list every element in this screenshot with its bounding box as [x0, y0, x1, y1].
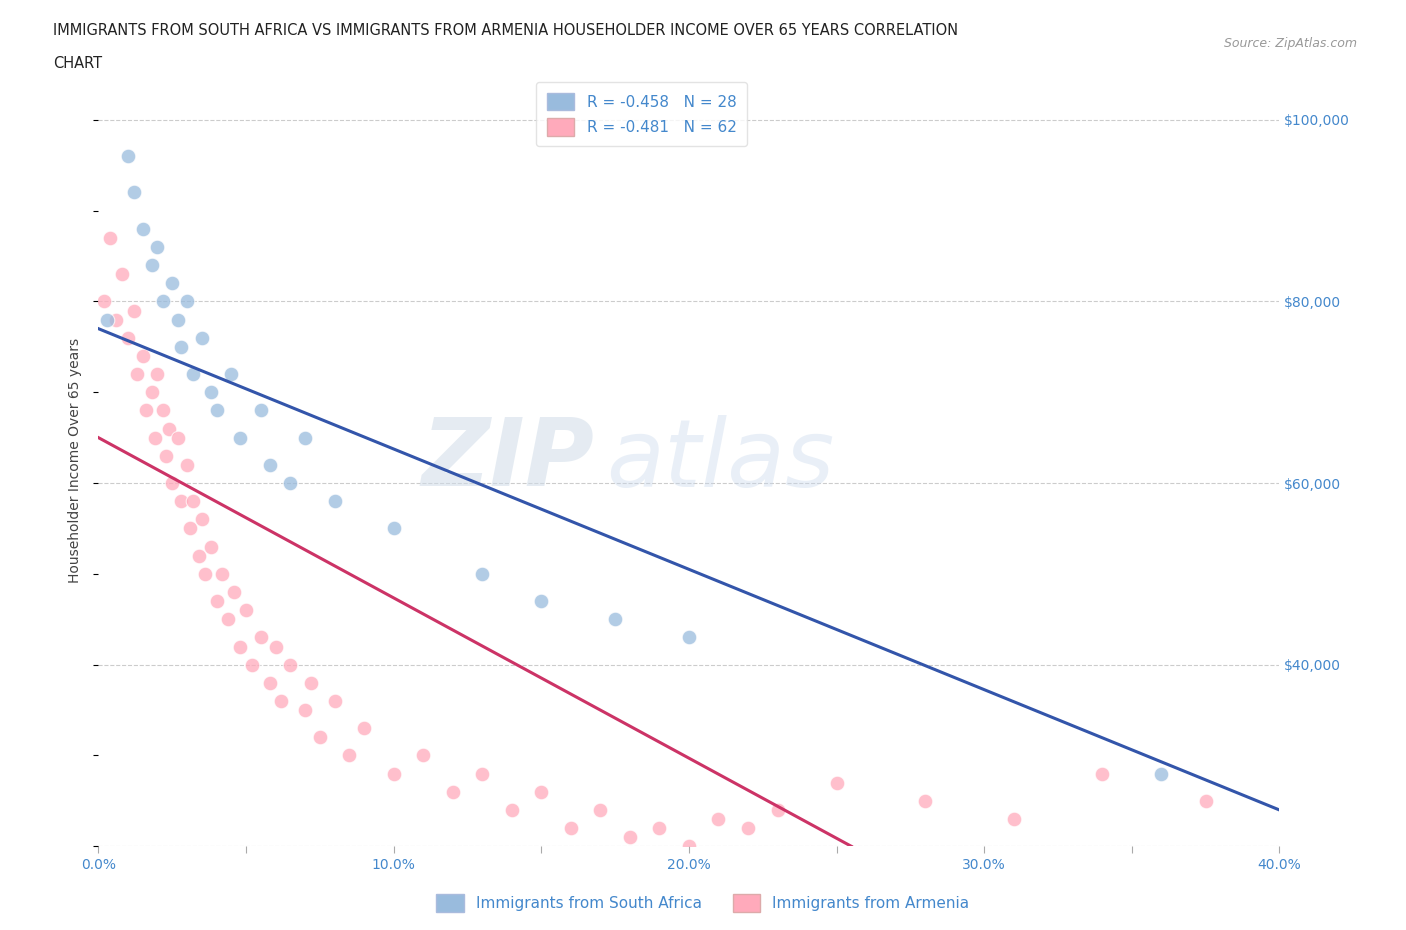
Point [678, 839, 700, 854]
Point [205, 403, 228, 418]
Point [530, 593, 553, 608]
Point [259, 458, 281, 472]
Point [259, 675, 281, 690]
Point [224, 585, 246, 600]
Point [176, 294, 198, 309]
Point [278, 475, 302, 490]
Point [141, 385, 163, 400]
Point [157, 421, 180, 436]
Text: atlas: atlas [606, 415, 835, 506]
Text: Source: ZipAtlas.com: Source: ZipAtlas.com [1223, 37, 1357, 50]
Point [191, 330, 214, 345]
Point [766, 803, 789, 817]
Point [737, 820, 759, 835]
Point [299, 675, 322, 690]
Point [648, 820, 671, 835]
Point [191, 512, 214, 526]
Text: IMMIGRANTS FROM SOUTH AFRICA VS IMMIGRANTS FROM ARMENIA HOUSEHOLDER INCOME OVER : IMMIGRANTS FROM SOUTH AFRICA VS IMMIGRAN… [53, 23, 959, 38]
Point [105, 312, 128, 327]
Point [170, 339, 193, 354]
Point [93, 294, 115, 309]
Point [250, 403, 273, 418]
Point [240, 658, 263, 672]
Point [678, 630, 700, 644]
Point [560, 820, 582, 835]
Text: ZIP: ZIP [422, 415, 595, 506]
Point [200, 539, 222, 554]
Point [96, 312, 118, 327]
Text: CHART: CHART [53, 56, 103, 71]
Point [589, 803, 612, 817]
Point [309, 730, 332, 745]
Point [441, 784, 464, 799]
Point [146, 240, 169, 255]
Point [170, 494, 193, 509]
Point [1002, 812, 1025, 827]
Point [155, 448, 177, 463]
Legend: Immigrants from South Africa, Immigrants from Armenia: Immigrants from South Africa, Immigrants… [430, 888, 976, 918]
Point [323, 494, 346, 509]
Point [167, 312, 190, 327]
Point [152, 294, 174, 309]
Point [914, 793, 936, 808]
Point [219, 366, 242, 381]
Point [471, 766, 494, 781]
Point [200, 385, 222, 400]
Point [162, 475, 183, 490]
Point [217, 612, 239, 627]
Point [117, 149, 139, 164]
Point [135, 403, 157, 418]
Point [179, 521, 201, 536]
Y-axis label: Householder Income Over 65 years: Householder Income Over 65 years [69, 338, 83, 583]
Point [294, 431, 316, 445]
Point [122, 185, 145, 200]
Point [167, 431, 190, 445]
Point [382, 766, 405, 781]
Point [162, 276, 183, 291]
Point [264, 639, 287, 654]
Point [235, 603, 257, 618]
Point [211, 566, 233, 581]
Point [707, 812, 730, 827]
Point [111, 267, 134, 282]
Point [132, 349, 155, 364]
Point [229, 431, 252, 445]
Point [353, 721, 375, 736]
Point [181, 494, 204, 509]
Point [825, 776, 848, 790]
Point [278, 658, 302, 672]
Point [250, 630, 273, 644]
Point [339, 748, 360, 763]
Point [1091, 766, 1114, 781]
Point [143, 431, 166, 445]
Point [382, 521, 405, 536]
Point [132, 221, 155, 236]
Point [229, 639, 252, 654]
Point [187, 549, 209, 564]
Point [152, 403, 174, 418]
Point [176, 458, 198, 472]
Point [117, 330, 139, 345]
Point [412, 748, 434, 763]
Point [294, 703, 316, 718]
Point [205, 593, 228, 608]
Point [619, 830, 641, 844]
Point [605, 612, 627, 627]
Point [1150, 766, 1173, 781]
Point [194, 566, 217, 581]
Point [125, 366, 148, 381]
Point [501, 803, 523, 817]
Point [141, 258, 163, 272]
Point [181, 366, 204, 381]
Point [471, 566, 494, 581]
Point [146, 366, 169, 381]
Legend: R = -0.458   N = 28, R = -0.481   N = 62: R = -0.458 N = 28, R = -0.481 N = 62 [536, 82, 747, 146]
Point [270, 694, 292, 709]
Point [98, 231, 121, 246]
Point [323, 694, 346, 709]
Point [530, 784, 553, 799]
Point [122, 303, 145, 318]
Point [1195, 793, 1218, 808]
